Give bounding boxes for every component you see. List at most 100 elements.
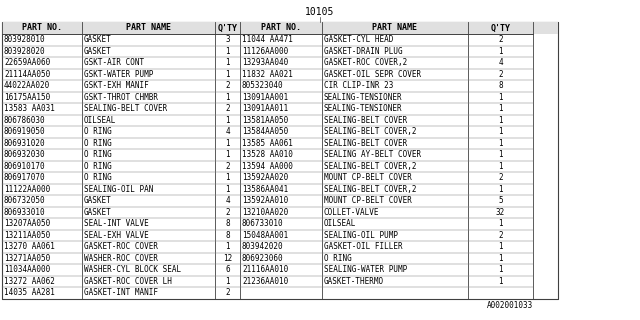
Text: A002001033: A002001033 — [487, 301, 533, 310]
Text: 21236AA010: 21236AA010 — [242, 277, 288, 286]
Text: SEAL-EXH VALVE: SEAL-EXH VALVE — [84, 231, 148, 240]
Text: 13592AA020: 13592AA020 — [242, 173, 288, 182]
Text: 13091AA001: 13091AA001 — [242, 93, 288, 102]
Text: 44022AA020: 44022AA020 — [4, 81, 51, 90]
Text: 13586AA041: 13586AA041 — [242, 185, 288, 194]
Text: 805323040: 805323040 — [242, 81, 284, 90]
Text: 2: 2 — [225, 104, 230, 113]
Text: 1: 1 — [498, 116, 503, 125]
Text: 2: 2 — [225, 288, 230, 297]
Text: 1: 1 — [225, 173, 230, 182]
Text: 1: 1 — [498, 93, 503, 102]
Text: 806933010: 806933010 — [4, 208, 45, 217]
Text: 3: 3 — [225, 35, 230, 44]
Text: SEALING-OIL PUMP: SEALING-OIL PUMP — [324, 231, 398, 240]
Text: O RING: O RING — [84, 139, 112, 148]
Text: 1: 1 — [225, 116, 230, 125]
Text: 22659AA060: 22659AA060 — [4, 58, 51, 67]
Text: GASKET-ROC COVER LH: GASKET-ROC COVER LH — [84, 277, 172, 286]
Text: 5: 5 — [498, 196, 503, 205]
Text: 806932030: 806932030 — [4, 150, 45, 159]
Text: WASHER-CYL BLOCK SEAL: WASHER-CYL BLOCK SEAL — [84, 265, 181, 274]
Text: 2: 2 — [498, 70, 503, 79]
Text: Q'TY: Q'TY — [218, 23, 237, 33]
Text: SEALING-BELT COVER: SEALING-BELT COVER — [84, 104, 167, 113]
Text: OILSEAL: OILSEAL — [84, 116, 116, 125]
Text: PART NO.: PART NO. — [22, 23, 62, 33]
Text: COLLET-VALVE: COLLET-VALVE — [324, 208, 380, 217]
Text: 1: 1 — [225, 242, 230, 251]
Text: GASKET-INT MANIF: GASKET-INT MANIF — [84, 288, 158, 297]
Text: 2: 2 — [225, 208, 230, 217]
Text: CIR CLIP-INR 23: CIR CLIP-INR 23 — [324, 81, 394, 90]
Text: MOUNT CP-BELT COVER: MOUNT CP-BELT COVER — [324, 196, 412, 205]
Text: 13528 AA010: 13528 AA010 — [242, 150, 293, 159]
Text: 13091AA011: 13091AA011 — [242, 104, 288, 113]
Text: 13207AA050: 13207AA050 — [4, 219, 51, 228]
Text: O RING: O RING — [84, 150, 112, 159]
Text: 1: 1 — [498, 254, 503, 263]
Text: 806733010: 806733010 — [242, 219, 284, 228]
Text: 806923060: 806923060 — [242, 254, 284, 263]
Text: GASKET: GASKET — [84, 196, 112, 205]
Text: 803928020: 803928020 — [4, 47, 45, 56]
Text: 13270 AA061: 13270 AA061 — [4, 242, 55, 251]
Text: GASKET: GASKET — [84, 47, 112, 56]
Text: 1: 1 — [225, 150, 230, 159]
Text: 13271AA050: 13271AA050 — [4, 254, 51, 263]
Text: 806786030: 806786030 — [4, 116, 45, 125]
Text: PART NAME: PART NAME — [372, 23, 417, 33]
Text: 13581AA050: 13581AA050 — [242, 116, 288, 125]
Text: 13293AA040: 13293AA040 — [242, 58, 288, 67]
Text: 806917070: 806917070 — [4, 173, 45, 182]
Text: 13211AA050: 13211AA050 — [4, 231, 51, 240]
Text: 4: 4 — [498, 58, 503, 67]
Text: 1: 1 — [225, 277, 230, 286]
Text: WASHER-ROC COVER: WASHER-ROC COVER — [84, 254, 158, 263]
Text: 1: 1 — [225, 58, 230, 67]
Text: 11044 AA471: 11044 AA471 — [242, 35, 293, 44]
Text: 806919050: 806919050 — [4, 127, 45, 136]
Text: SEALING-OIL PAN: SEALING-OIL PAN — [84, 185, 154, 194]
Text: 11832 AA021: 11832 AA021 — [242, 70, 293, 79]
Text: GSKT-WATER PUMP: GSKT-WATER PUMP — [84, 70, 154, 79]
Text: Q'TY: Q'TY — [490, 23, 511, 33]
Text: GASKET-CYL HEAD: GASKET-CYL HEAD — [324, 35, 394, 44]
Text: 13592AA010: 13592AA010 — [242, 196, 288, 205]
Text: SEALING-BELT COVER,2: SEALING-BELT COVER,2 — [324, 127, 417, 136]
Text: 10105: 10105 — [305, 7, 335, 17]
Text: 2: 2 — [225, 81, 230, 90]
Text: GSKT-THROT CHMBR: GSKT-THROT CHMBR — [84, 93, 158, 102]
Text: 1: 1 — [225, 47, 230, 56]
Text: O RING: O RING — [84, 127, 112, 136]
Text: 1: 1 — [498, 277, 503, 286]
Text: 2: 2 — [225, 162, 230, 171]
Text: 1: 1 — [498, 162, 503, 171]
Text: 12: 12 — [223, 254, 232, 263]
Text: 13594 AA000: 13594 AA000 — [242, 162, 293, 171]
Text: 2: 2 — [498, 35, 503, 44]
Text: GASKET-OIL SEPR COVER: GASKET-OIL SEPR COVER — [324, 70, 421, 79]
Text: GASKET-OIL FILLER: GASKET-OIL FILLER — [324, 242, 403, 251]
Text: PART NO.: PART NO. — [261, 23, 301, 33]
Text: GASKET-DRAIN PLUG: GASKET-DRAIN PLUG — [324, 47, 403, 56]
Text: 21116AA010: 21116AA010 — [242, 265, 288, 274]
Text: 1: 1 — [498, 185, 503, 194]
Text: 8: 8 — [225, 231, 230, 240]
Text: O RING: O RING — [84, 173, 112, 182]
Text: SEAL-INT VALVE: SEAL-INT VALVE — [84, 219, 148, 228]
Text: 1: 1 — [498, 219, 503, 228]
Text: SEALING-TENSIONER: SEALING-TENSIONER — [324, 104, 403, 113]
Text: SEALING-WATER PUMP: SEALING-WATER PUMP — [324, 265, 407, 274]
Text: SEALING-BELT COVER,2: SEALING-BELT COVER,2 — [324, 162, 417, 171]
Text: GSKT-AIR CONT: GSKT-AIR CONT — [84, 58, 144, 67]
Text: 1: 1 — [498, 127, 503, 136]
Text: GASKET: GASKET — [84, 208, 112, 217]
Text: GASKET: GASKET — [84, 35, 112, 44]
Text: SEALING AY-BELT COVER: SEALING AY-BELT COVER — [324, 150, 421, 159]
Text: 6: 6 — [225, 265, 230, 274]
Text: 4: 4 — [225, 196, 230, 205]
Text: 1: 1 — [498, 265, 503, 274]
Text: 4: 4 — [225, 127, 230, 136]
Text: SEALING-TENSIONER: SEALING-TENSIONER — [324, 93, 403, 102]
